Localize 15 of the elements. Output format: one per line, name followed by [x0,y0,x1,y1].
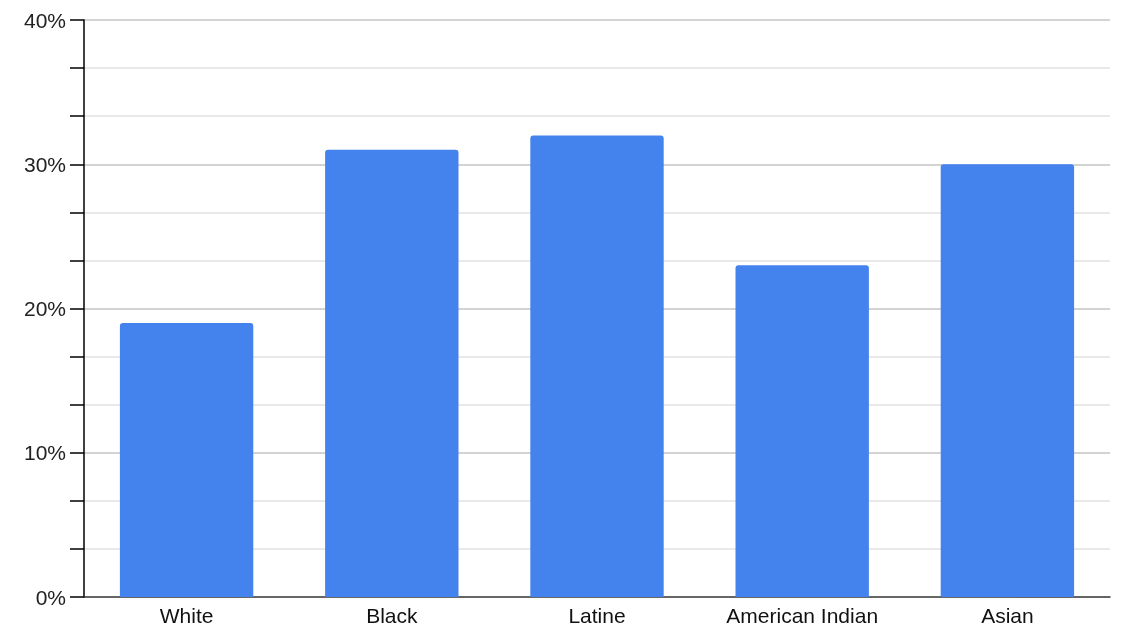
bar [735,265,869,597]
y-tick-label: 0% [35,585,66,609]
y-tick-label: 20% [23,297,66,320]
y-tick-label: 10% [23,441,66,465]
x-tick-label: Latine [568,604,626,627]
x-tick-label: Asian [981,604,1034,627]
bar [119,322,254,597]
x-tick-label: Black [366,604,418,627]
bar [530,135,664,597]
bar [325,149,459,597]
bar [940,164,1075,597]
y-tick-label: 40% [23,8,66,32]
x-tick-label: American Indian [726,604,879,627]
x-tick-label: White [159,604,214,627]
y-tick-label: 30% [23,152,66,176]
